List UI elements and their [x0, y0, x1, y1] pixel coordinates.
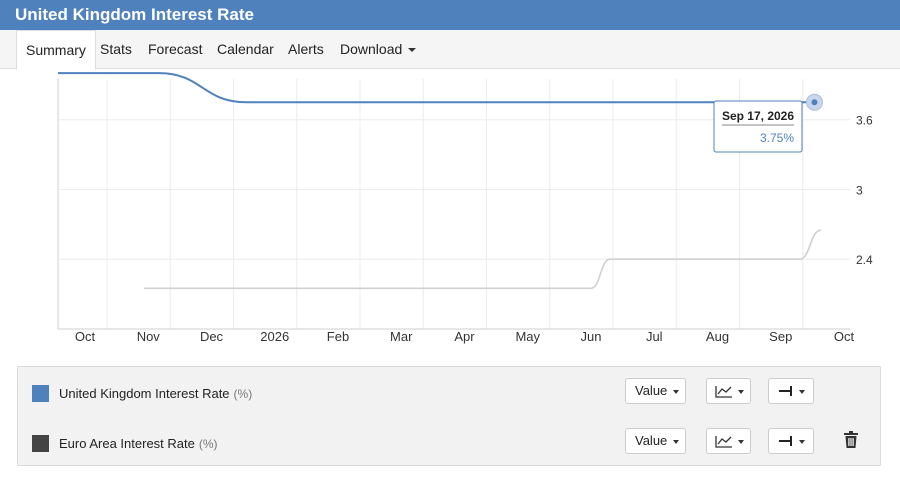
tab-forecast[interactable]: Forecast — [148, 41, 203, 57]
legend-panel: United Kingdom Interest Rate (%) Value Eu… — [17, 366, 881, 466]
x-tick-label: 2026 — [260, 329, 289, 344]
x-tick-label: Oct — [75, 329, 96, 344]
tooltip-date: Sep 17, 2026 — [722, 109, 794, 123]
x-tick-label: Apr — [454, 329, 475, 344]
x-tick-label: May — [515, 329, 540, 344]
axis-position-dropdown[interactable] — [768, 378, 814, 404]
chart-type-dropdown[interactable] — [706, 428, 751, 454]
chevron-down-icon — [408, 48, 417, 53]
x-tick-label: Nov — [137, 329, 161, 344]
tooltip-value: 3.75% — [760, 131, 794, 145]
value-dropdown[interactable]: Value — [625, 428, 686, 454]
tab-alerts[interactable]: Alerts — [288, 41, 324, 57]
nav-tabs: Summary Stats Forecast Calendar Alerts D… — [0, 30, 900, 70]
series-color-swatch — [32, 385, 49, 402]
legend-row: United Kingdom Interest Rate (%) Value — [18, 367, 880, 417]
x-tick-label: Dec — [200, 329, 224, 344]
series-line-united-kingdom[interactable] — [58, 72, 815, 104]
x-tick-label: Mar — [390, 329, 413, 344]
legend-series-unit: (%) — [233, 387, 253, 401]
page-header: United Kingdom Interest Rate — [0, 0, 900, 30]
tab-summary[interactable]: Summary — [16, 30, 96, 70]
series-color-swatch — [32, 435, 49, 452]
x-tick-label: Jul — [646, 329, 663, 344]
trash-icon[interactable] — [844, 431, 858, 449]
value-dropdown-label: Value — [635, 433, 668, 448]
download-menu[interactable]: Download — [331, 30, 425, 68]
axis-position-icon — [779, 436, 805, 446]
series-line-euro-area[interactable] — [144, 229, 822, 290]
value-dropdown[interactable]: Value — [625, 378, 686, 404]
download-label: Download — [340, 41, 403, 57]
chart-tooltip: Sep 17, 2026 3.75% — [713, 100, 803, 153]
legend-series-label[interactable]: United Kingdom Interest Rate (%) — [59, 386, 252, 401]
legend-series-name: United Kingdom Interest Rate — [59, 386, 230, 401]
x-tick-label: Sep — [769, 329, 792, 344]
chevron-down-icon — [673, 389, 680, 394]
legend-series-name: Euro Area Interest Rate — [59, 436, 195, 451]
x-tick-label: Aug — [706, 329, 729, 344]
x-tick-label: Jun — [581, 329, 602, 344]
hover-point[interactable] — [811, 99, 818, 106]
tab-stats[interactable]: Stats — [100, 41, 132, 57]
line-chart-icon — [715, 436, 744, 448]
chevron-down-icon — [673, 439, 680, 444]
legend-series-unit: (%) — [198, 437, 218, 451]
y-tick-label: 2.4 — [856, 253, 873, 267]
axis-position-dropdown[interactable] — [768, 428, 814, 454]
chart-type-dropdown[interactable] — [706, 378, 751, 404]
legend-row: Euro Area Interest Rate (%) Value — [18, 417, 880, 467]
legend-series-label[interactable]: Euro Area Interest Rate (%) — [59, 436, 218, 451]
line-chart-icon — [715, 386, 744, 398]
x-tick-label: Oct — [834, 329, 855, 344]
chart-area: 2.4 3 3.6 Oct Nov Dec 2026 Feb Mar Apr May Jun Jul Au… — [57, 72, 873, 344]
y-tick-label: 3 — [856, 183, 863, 197]
x-tick-label: Feb — [327, 329, 349, 344]
page-title: United Kingdom Interest Rate — [15, 5, 254, 24]
value-dropdown-label: Value — [635, 383, 668, 398]
axis-position-icon — [779, 386, 805, 396]
y-tick-label: 3.6 — [856, 114, 873, 128]
tab-calendar[interactable]: Calendar — [217, 41, 274, 57]
